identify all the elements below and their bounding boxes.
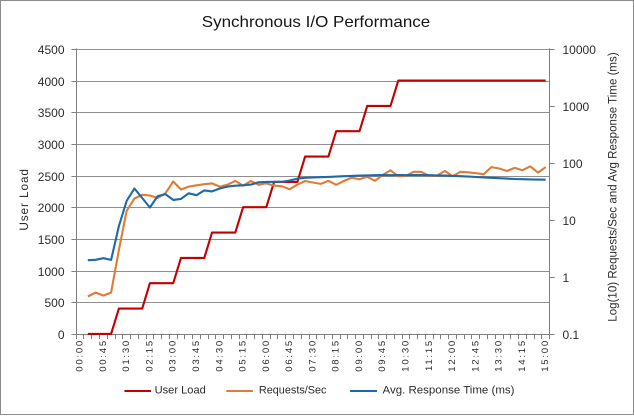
svg-text:01:30: 01:30 — [121, 339, 132, 372]
svg-text:05:15: 05:15 — [238, 339, 249, 372]
svg-text:User Load: User Load — [17, 168, 31, 231]
svg-text:09:45: 09:45 — [377, 339, 388, 372]
svg-text:14:15: 14:15 — [517, 339, 528, 372]
svg-text:10000: 10000 — [563, 43, 597, 57]
svg-text:15:00: 15:00 — [540, 339, 551, 372]
svg-text:10: 10 — [563, 214, 577, 228]
svg-text:09:00: 09:00 — [354, 339, 365, 372]
svg-text:User Load: User Load — [155, 384, 206, 396]
svg-text:12:45: 12:45 — [470, 339, 481, 372]
svg-text:100: 100 — [563, 157, 583, 171]
svg-text:06:45: 06:45 — [284, 339, 295, 372]
svg-text:Log(10) Requests/Sec and Avg R: Log(10) Requests/Sec and Avg Response Ti… — [608, 52, 620, 322]
svg-text:0.1: 0.1 — [563, 328, 580, 342]
svg-text:Synchronous I/O Performance: Synchronous I/O Performance — [202, 14, 431, 31]
svg-text:06:00: 06:00 — [261, 339, 272, 372]
svg-text:3500: 3500 — [38, 106, 65, 120]
svg-text:12:00: 12:00 — [447, 339, 458, 372]
svg-text:13:30: 13:30 — [494, 339, 505, 372]
svg-text:08:15: 08:15 — [331, 339, 342, 372]
svg-text:03:45: 03:45 — [191, 339, 202, 372]
svg-text:10:30: 10:30 — [401, 339, 412, 372]
svg-text:11:15: 11:15 — [424, 339, 435, 371]
svg-text:Avg. Response Time (ms): Avg. Response Time (ms) — [383, 384, 515, 396]
svg-text:2500: 2500 — [38, 170, 65, 184]
svg-text:03:00: 03:00 — [168, 339, 179, 372]
svg-text:1500: 1500 — [38, 233, 65, 247]
svg-text:0: 0 — [58, 328, 65, 342]
svg-text:1000: 1000 — [38, 265, 65, 279]
svg-text:4000: 4000 — [38, 75, 65, 89]
svg-text:1000: 1000 — [563, 100, 590, 114]
svg-text:1: 1 — [563, 271, 570, 285]
svg-text:04:30: 04:30 — [214, 339, 225, 372]
svg-text:Requests/Sec: Requests/Sec — [259, 384, 327, 396]
svg-text:00:45: 00:45 — [98, 339, 109, 372]
svg-text:07:30: 07:30 — [307, 339, 318, 372]
svg-text:2000: 2000 — [38, 201, 65, 215]
svg-text:3000: 3000 — [38, 138, 65, 152]
svg-text:4500: 4500 — [38, 43, 65, 57]
svg-text:500: 500 — [44, 296, 64, 310]
svg-text:02:15: 02:15 — [144, 339, 155, 372]
svg-text:00:00: 00:00 — [75, 339, 86, 372]
